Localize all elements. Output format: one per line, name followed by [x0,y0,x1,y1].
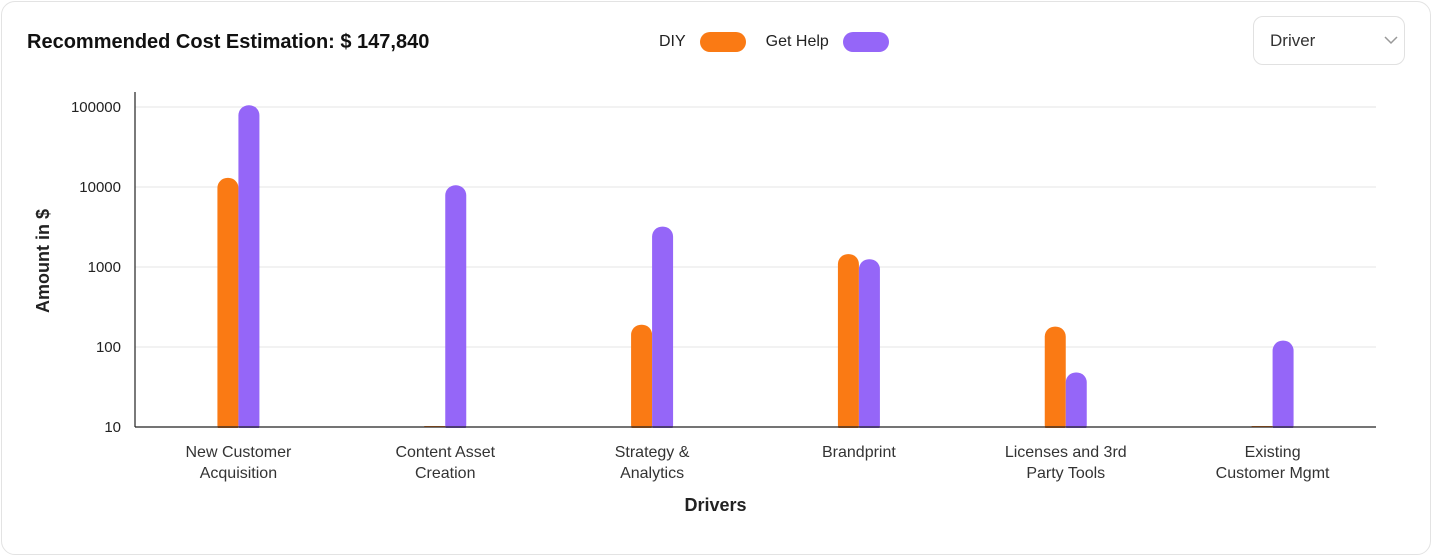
bar-diy [837,254,859,435]
page-title: Recommended Cost Estimation: $ 147,840 [27,31,430,53]
bar-get-help [445,185,467,435]
x-tick-label: Existing Customer Mgmt [1216,444,1330,482]
legend-swatch-diy [699,32,746,52]
bar-diy [631,324,653,435]
baseline-mask [136,428,1377,440]
legend-item-diy[interactable]: DIY [659,32,766,52]
x-tick-label: New Customer Acquisition [186,444,292,482]
bar-get-help [1272,340,1294,435]
bar-get-help [1065,372,1087,435]
x-tick-label: Content Asset Creation [395,444,495,482]
y-tick-label: 100 [96,339,121,356]
bar-get-help [652,226,674,435]
driver-dropdown[interactable]: Driver [1253,16,1405,65]
y-tick-label: 1000 [88,259,121,276]
legend-swatch-get-help [842,32,889,52]
x-axis-title: Drivers [684,495,746,515]
legend-label-get-help: Get Help [765,33,829,50]
y-tick-label: 10000 [79,179,121,196]
x-tick-label: Licenses and 3rd Party Tools [1005,444,1127,482]
legend-item-get-help[interactable]: Get Help [766,32,909,52]
legend-label-diy: DIY [659,33,686,50]
driver-dropdown-value: Driver [1270,31,1316,50]
bar-diy [217,177,239,436]
bar-diy [1044,326,1066,435]
bar-get-help [238,105,260,435]
chart-legend: DIY Get Help [659,31,909,53]
bar-get-help [858,259,880,435]
x-tick-label: Brandprint [822,444,896,461]
chevron-down-icon [1384,36,1398,45]
x-tick-label: Strategy & Analytics [615,444,690,482]
y-axis-title: Amount in $ [33,209,53,313]
y-tick-label: 100000 [71,99,121,116]
y-tick-label: 10 [104,419,121,436]
